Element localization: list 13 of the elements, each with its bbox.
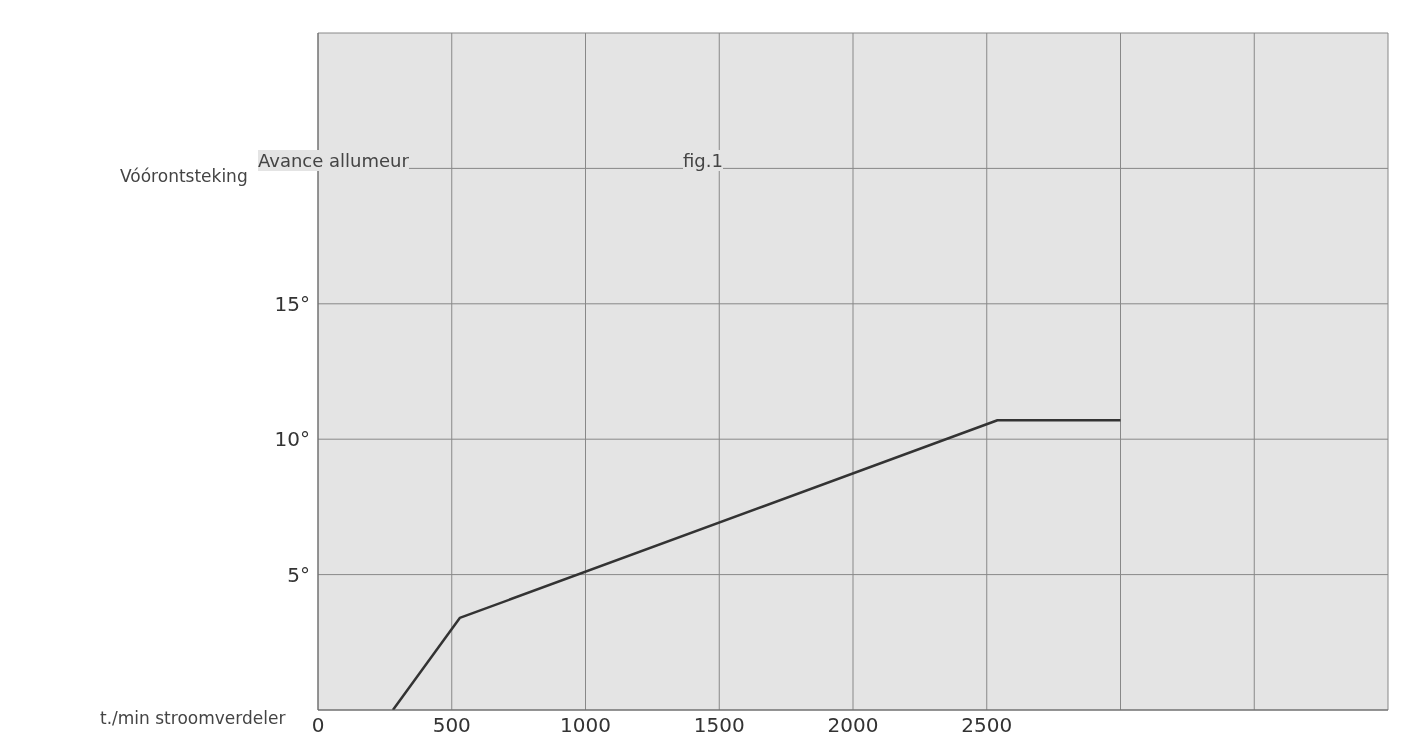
annotation: fig.1 xyxy=(683,150,723,171)
x-tick-label: 1500 xyxy=(693,713,745,735)
x-tick-label: 500 xyxy=(432,713,471,735)
x-tick-label: 2000 xyxy=(827,713,879,735)
x-tick-label: 2500 xyxy=(961,713,1013,735)
annotation: Avance allumeur xyxy=(258,150,409,171)
y-axis-title: Vóórontsteking xyxy=(120,166,248,186)
x-axis-title: t./min stroomverdeler xyxy=(100,708,286,728)
x-tick-label: 0 xyxy=(311,713,325,735)
y-tick-label: 15° xyxy=(274,291,310,316)
y-tick-label: 10° xyxy=(274,427,310,452)
y-tick-label: 5° xyxy=(287,562,310,587)
x-tick-label: 1000 xyxy=(560,713,611,735)
